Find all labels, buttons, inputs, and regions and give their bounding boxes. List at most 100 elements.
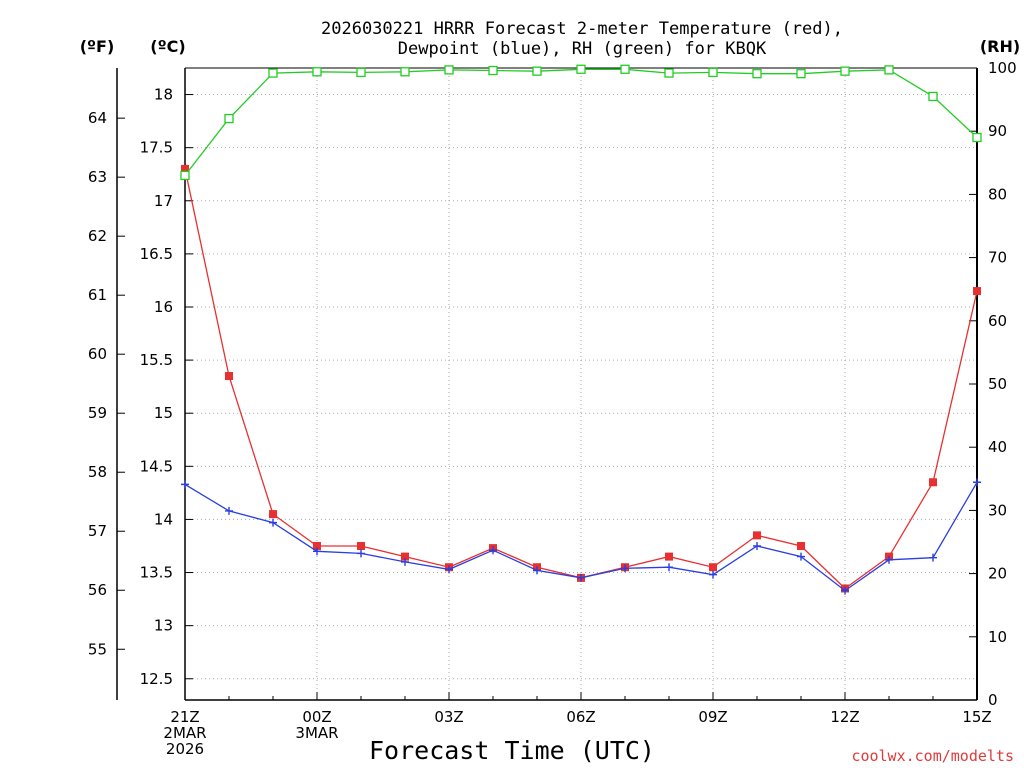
rh-tick-label: 40	[988, 438, 1007, 456]
celsius-tick-label: 13	[154, 617, 173, 635]
rh-point	[708, 67, 718, 78]
rh-point	[620, 64, 630, 74]
rh-point	[752, 69, 762, 79]
temperature-point	[313, 541, 321, 550]
celsius-tick-label: 14	[154, 510, 173, 528]
rh-point	[268, 68, 278, 78]
rh-tick-label: 80	[988, 185, 1007, 203]
credit-text: coolwx.com/modelts	[851, 747, 1014, 765]
dewpoint-point	[841, 586, 849, 595]
dewpoint-point	[577, 573, 585, 582]
rh-point	[840, 66, 850, 76]
rh-point	[400, 67, 410, 77]
fahrenheit-tick-label: 64	[88, 109, 107, 127]
fahrenheit-tick-label: 57	[88, 522, 107, 540]
fahrenheit-tick-label: 60	[88, 345, 107, 363]
temperature-point	[357, 541, 365, 550]
celsius-tick-label: 17	[154, 192, 173, 210]
dewpoint-point	[533, 566, 541, 575]
fahrenheit-tick-label: 61	[88, 286, 107, 304]
dewpoint-point	[181, 480, 189, 489]
x-tick-label: 21Z	[170, 708, 199, 726]
dewpoint-point	[709, 570, 717, 579]
temperature-point	[797, 541, 805, 550]
axes: 12.5 13 13.5 14 14.5 15 15.5 16 16.5 17 17.5 18 55 56…	[88, 59, 1017, 758]
temperature-point	[753, 531, 761, 540]
rh-point	[664, 68, 674, 78]
x-tick-label: 15Z	[962, 708, 991, 726]
dewpoint-point	[401, 557, 409, 566]
x-axis-label: Forecast Time (UTC)	[369, 736, 655, 765]
x-tick-label: 2026	[166, 740, 204, 758]
rh-point	[796, 69, 806, 79]
rh-point	[928, 91, 938, 102]
celsius-tick-label: 12.5	[140, 670, 173, 688]
dewpoint-point	[665, 563, 673, 572]
dewpoint-point	[489, 546, 497, 555]
fahrenheit-tick-label: 59	[88, 404, 107, 422]
chart-title-line1: 2026030221 HRRR Forecast 2-meter Tempera…	[321, 19, 843, 39]
celsius-tick-label: 15.5	[140, 351, 173, 369]
grid	[185, 68, 977, 700]
fahrenheit-tick-label: 62	[88, 227, 107, 245]
rh-tick-label: 60	[988, 312, 1007, 330]
rh-point	[884, 65, 894, 75]
rh-tick-label: 100	[988, 59, 1017, 77]
x-tick-label: 3MAR	[295, 724, 338, 742]
dewpoint-point	[973, 478, 981, 487]
celsius-tick-label: 13.5	[140, 564, 173, 582]
temperature-point	[709, 563, 717, 572]
dewpoint-point	[621, 564, 629, 573]
dewpoint-point	[225, 506, 233, 515]
rh-point	[576, 64, 586, 74]
rh-tick-label: 0	[988, 691, 998, 709]
rh-point	[444, 65, 454, 75]
temperature-point	[973, 287, 981, 296]
rh-point	[488, 65, 498, 76]
rh-tick-label: 90	[988, 122, 1007, 140]
fahrenheit-tick-label: 55	[88, 640, 107, 658]
temperature-point	[401, 552, 409, 561]
celsius-tick-label: 18	[154, 86, 173, 104]
dewpoint-point	[445, 565, 453, 574]
temperature-point	[665, 552, 673, 561]
x-tick-label: 03Z	[434, 708, 463, 726]
fahrenheit-unit-label: (ºF)	[80, 37, 115, 56]
x-tick-label: 06Z	[566, 708, 595, 726]
dewpoint-point	[929, 553, 937, 562]
dewpoint-point	[753, 541, 761, 550]
celsius-tick-label: 14.5	[140, 457, 173, 475]
temperature-point	[225, 372, 233, 381]
x-tick-label: 12Z	[830, 708, 859, 726]
rh-point	[312, 67, 322, 77]
temperature-point	[929, 478, 937, 487]
rh-tick-label: 10	[988, 628, 1007, 646]
rh-tick-label: 20	[988, 565, 1007, 583]
rh-unit-label: (RH)	[980, 37, 1020, 56]
rh-point	[224, 113, 234, 124]
data-series	[180, 64, 982, 595]
fahrenheit-tick-label: 63	[88, 168, 107, 186]
chart-title-line2: Dewpoint (blue), RH (green) for KBQK	[398, 39, 767, 59]
dewpoint-point	[269, 518, 277, 527]
dewpoint-point	[313, 547, 321, 556]
rh-point	[972, 132, 982, 143]
celsius-tick-label: 16.5	[140, 245, 173, 263]
rh-tick-label: 30	[988, 501, 1007, 519]
rh-tick-label: 50	[988, 375, 1007, 393]
celsius-tick-label: 15	[154, 404, 173, 422]
celsius-tick-label: 16	[154, 298, 173, 316]
rh-tick-label: 70	[988, 249, 1007, 267]
rh-point	[532, 66, 542, 76]
celsius-unit-label: (ºC)	[150, 37, 185, 56]
dewpoint-point	[797, 552, 805, 561]
x-tick-label: 2MAR	[163, 724, 206, 742]
celsius-tick-label: 17.5	[140, 139, 173, 157]
fahrenheit-tick-label: 58	[88, 463, 107, 481]
x-tick-label: 00Z	[302, 708, 331, 726]
x-tick-label: 09Z	[698, 708, 727, 726]
dewpoint-point	[357, 549, 365, 558]
rh-point	[180, 170, 190, 181]
rh-point	[356, 67, 366, 78]
